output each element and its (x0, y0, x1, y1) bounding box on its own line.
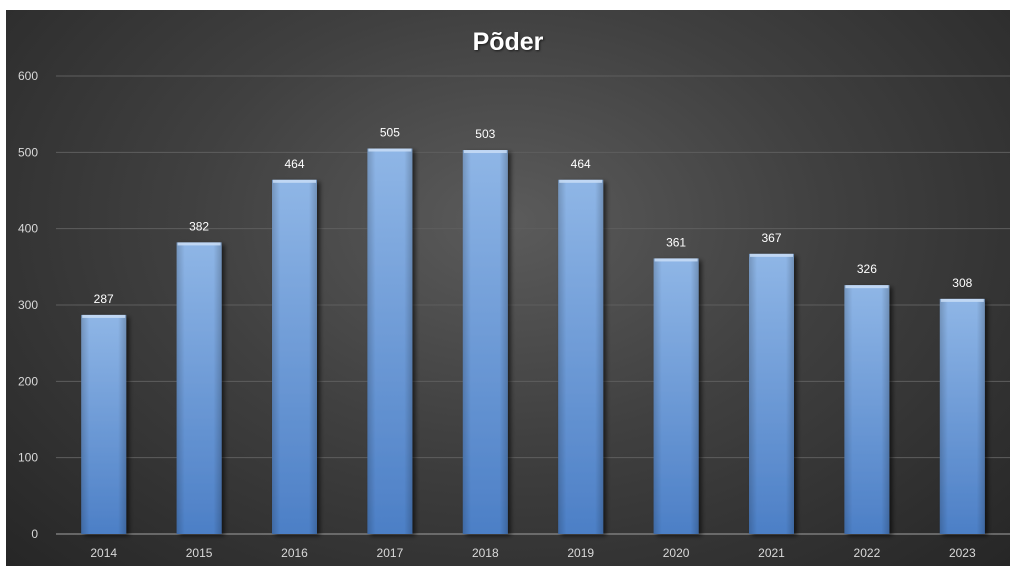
x-tick-label: 2018 (472, 546, 499, 560)
bar-highlight (845, 285, 889, 289)
data-label: 382 (189, 219, 209, 233)
y-tick-label: 100 (18, 451, 38, 465)
bar (462, 150, 508, 534)
chart-area: Põder 287 382 464 505 503 464 361 367 326 308 (6, 10, 1010, 566)
bar-group (749, 253, 794, 534)
y-tick-label: 200 (18, 374, 38, 388)
bar-group (367, 148, 413, 534)
bar-highlight (750, 253, 793, 257)
data-label: 308 (952, 276, 972, 290)
x-tick-label: 2020 (663, 546, 690, 560)
data-label: 464 (284, 157, 304, 171)
x-tick-label: 2019 (567, 546, 594, 560)
bar-highlight (463, 150, 507, 154)
bar (558, 179, 604, 534)
bar-group (558, 179, 604, 534)
bar-group (653, 258, 699, 534)
y-tick-label: 300 (18, 298, 38, 312)
y-tick-label: 600 (18, 69, 38, 83)
bar (272, 179, 317, 534)
bar-highlight (273, 179, 316, 183)
data-label: 464 (571, 157, 591, 171)
data-label: 503 (475, 127, 495, 141)
bar-group (939, 298, 985, 534)
bar-group (844, 285, 890, 534)
data-label: 367 (761, 231, 781, 245)
bar-group (176, 242, 222, 534)
bar (367, 148, 413, 534)
bar (844, 285, 890, 534)
bar-highlight (940, 298, 984, 302)
x-tick-label: 2014 (90, 546, 117, 560)
x-tick-label: 2016 (281, 546, 308, 560)
x-tick-label: 2015 (186, 546, 213, 560)
bar-highlight (654, 258, 698, 262)
x-tick-label: 2021 (758, 546, 785, 560)
y-tick-label: 400 (18, 222, 38, 236)
bar-group (462, 150, 508, 534)
y-tick-label: 0 (31, 527, 38, 541)
bar-highlight (368, 148, 412, 152)
bar (653, 258, 699, 534)
bar (176, 242, 222, 534)
x-tick-label: 2017 (377, 546, 404, 560)
bar-highlight (559, 179, 603, 183)
bar (939, 298, 985, 534)
data-label: 505 (380, 126, 400, 140)
data-label: 361 (666, 235, 686, 249)
bar-highlight (82, 314, 126, 318)
chart-title: Põder (472, 28, 544, 56)
data-label: 326 (857, 262, 877, 276)
bar-group (272, 179, 317, 534)
y-tick-label: 500 (18, 145, 38, 159)
x-tick-label: 2022 (854, 546, 881, 560)
plot-area: 287 382 464 505 503 464 361 367 326 308 0 100 200 30… (18, 69, 1010, 560)
bar (81, 314, 127, 534)
bar-group (81, 314, 127, 534)
bar-highlight (177, 242, 221, 246)
x-tick-label: 2023 (949, 546, 976, 560)
data-label: 287 (94, 292, 114, 306)
bar (749, 253, 794, 534)
